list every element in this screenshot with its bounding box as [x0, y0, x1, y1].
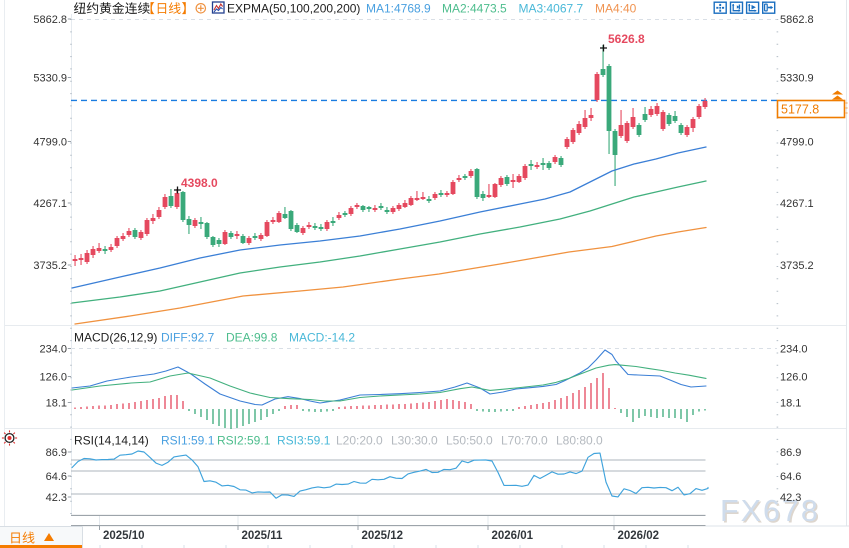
- svg-text:4267.1: 4267.1: [33, 198, 67, 210]
- svg-text:MA2:4473.5: MA2:4473.5: [442, 2, 507, 16]
- svg-text:2025/12: 2025/12: [362, 530, 404, 542]
- svg-text:RSI(14,14,14): RSI(14,14,14): [74, 434, 149, 448]
- svg-text:DEA:99.8: DEA:99.8: [226, 331, 278, 345]
- svg-text:MA3:4067.7: MA3:4067.7: [519, 2, 584, 16]
- svg-text:5626.8: 5626.8: [608, 32, 645, 46]
- svg-text:2025/11: 2025/11: [242, 530, 284, 542]
- svg-text:L80:80.0: L80:80.0: [556, 434, 603, 448]
- svg-text:64.6: 64.6: [46, 471, 67, 483]
- svg-text:MACD(26,12,9): MACD(26,12,9): [74, 331, 157, 345]
- svg-text:2026/01: 2026/01: [492, 530, 534, 542]
- svg-text:MA1:4768.9: MA1:4768.9: [366, 2, 431, 16]
- svg-text:L20:20.0: L20:20.0: [336, 434, 383, 448]
- svg-text:FX678: FX678: [720, 494, 820, 528]
- svg-text:MA4:40: MA4:40: [595, 2, 637, 16]
- svg-text:5330.9: 5330.9: [780, 72, 814, 84]
- svg-text:42.3: 42.3: [46, 492, 67, 504]
- svg-text:4799.0: 4799.0: [780, 136, 814, 148]
- svg-text:4799.0: 4799.0: [33, 136, 67, 148]
- svg-text:64.6: 64.6: [780, 471, 801, 483]
- svg-text:RSI1:59.1: RSI1:59.1: [161, 434, 215, 448]
- svg-text:3735.2: 3735.2: [780, 260, 814, 272]
- svg-text:126.0: 126.0: [39, 371, 67, 383]
- svg-text:4398.0: 4398.0: [181, 176, 218, 190]
- svg-text:L30:30.0: L30:30.0: [391, 434, 438, 448]
- svg-text:MACD:-14.2: MACD:-14.2: [289, 331, 355, 345]
- svg-text:86.9: 86.9: [46, 447, 67, 459]
- svg-text:5177.8: 5177.8: [781, 103, 819, 117]
- svg-text:4267.1: 4267.1: [780, 198, 814, 210]
- svg-text:18.1: 18.1: [780, 397, 801, 409]
- svg-text:86.9: 86.9: [780, 447, 801, 459]
- svg-text:L70:70.0: L70:70.0: [501, 434, 548, 448]
- svg-text:L50:50.0: L50:50.0: [446, 434, 493, 448]
- svg-text:5862.8: 5862.8: [33, 14, 67, 26]
- svg-text:RSI2:59.1: RSI2:59.1: [217, 434, 271, 448]
- svg-text:2026/02: 2026/02: [618, 530, 660, 542]
- svg-text:3735.2: 3735.2: [33, 260, 67, 272]
- svg-text:EXPMA(50,100,200,200): EXPMA(50,100,200,200): [227, 2, 360, 16]
- svg-text:5862.8: 5862.8: [780, 14, 814, 26]
- svg-text:18.1: 18.1: [46, 397, 67, 409]
- svg-text:FX678: FX678: [722, 496, 822, 530]
- svg-text:2025/10: 2025/10: [103, 530, 145, 542]
- svg-text:234.0: 234.0: [39, 343, 67, 355]
- svg-text:5330.9: 5330.9: [33, 72, 67, 84]
- svg-text:42.3: 42.3: [780, 492, 801, 504]
- svg-text:126.0: 126.0: [780, 371, 808, 383]
- svg-text:234.0: 234.0: [780, 343, 808, 355]
- svg-text:DIFF:92.7: DIFF:92.7: [161, 331, 215, 345]
- svg-text:RSI3:59.1: RSI3:59.1: [277, 434, 331, 448]
